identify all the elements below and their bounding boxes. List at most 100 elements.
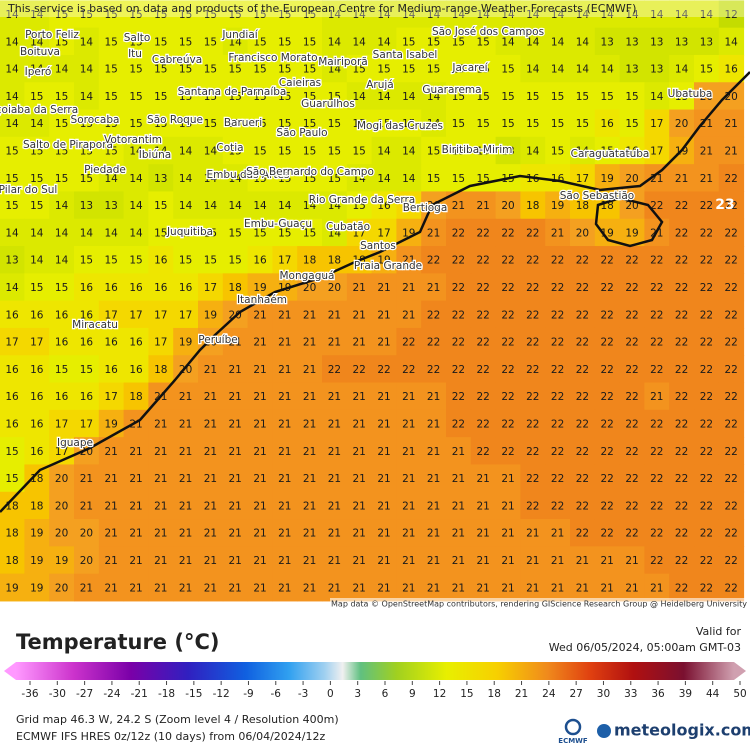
temperature-value: 14 xyxy=(80,227,94,239)
temperature-cell xyxy=(594,491,621,520)
temperature-value: 16 xyxy=(179,282,193,294)
temperature-value: 15 xyxy=(402,118,415,130)
temperature-cell xyxy=(346,109,373,138)
brand[interactable]: meteologix.com xyxy=(614,721,750,740)
temperature-value: 22 xyxy=(650,364,663,376)
temperature-cell xyxy=(24,109,50,138)
temperature-cell xyxy=(669,273,695,302)
temperature-cell xyxy=(98,546,125,575)
temperature-value: 21 xyxy=(179,528,192,540)
temperature-cell xyxy=(545,218,571,247)
temperature-value: 21 xyxy=(328,337,341,349)
temperature-cell xyxy=(222,218,249,247)
temperature-value: 21 xyxy=(576,582,589,594)
place-name: Ubatuba xyxy=(668,88,713,100)
temperature-cell xyxy=(272,0,298,29)
temperature-cell xyxy=(24,573,50,602)
temperature-value: 14 xyxy=(725,36,739,48)
temperature-cell xyxy=(98,464,125,493)
temperature-cell xyxy=(694,382,720,411)
temperature-cell xyxy=(545,300,571,329)
temperature-cell xyxy=(322,109,348,138)
temperature-value: 21 xyxy=(303,446,316,458)
temperature-value: 20 xyxy=(55,582,68,594)
temperature-value: 15 xyxy=(353,64,366,76)
temperature-cell xyxy=(718,273,745,302)
temperature-cell xyxy=(0,191,25,220)
temperature-value: 14 xyxy=(179,173,193,185)
temperature-value: 22 xyxy=(700,446,713,458)
temperature-cell xyxy=(49,546,75,575)
temperature-cell xyxy=(98,382,125,411)
colorbar-tick-label: 24 xyxy=(542,688,556,700)
place-name: Santos xyxy=(360,240,396,252)
colorbar-tick-label: 6 xyxy=(382,688,389,700)
temperature-value: 21 xyxy=(452,500,465,512)
temperature-value: 15 xyxy=(105,255,118,267)
temperature-cell xyxy=(198,355,224,384)
temperature-value: 17 xyxy=(154,309,167,321)
temperature-cell xyxy=(669,27,695,56)
temperature-value: 15 xyxy=(5,473,18,485)
temperature-value: 21 xyxy=(154,528,167,540)
temperature-cell xyxy=(98,27,125,56)
temperature-value: 21 xyxy=(253,500,266,512)
temperature-value: 15 xyxy=(253,173,266,185)
temperature-cell xyxy=(495,355,521,384)
temperature-value: 16 xyxy=(30,309,44,321)
ecmwf-logo: ECMWF xyxy=(558,737,588,745)
temperature-value: 22 xyxy=(452,391,465,403)
temperature-cell xyxy=(247,164,273,192)
temperature-value: 21 xyxy=(402,309,415,321)
temperature-value: 22 xyxy=(725,446,738,458)
temperature-value: 21 xyxy=(204,582,217,594)
temperature-cell xyxy=(74,109,100,138)
temperature-value: 14 xyxy=(601,64,615,76)
temperature-cell xyxy=(619,409,645,438)
temperature-cell xyxy=(272,382,298,411)
temperature-cell xyxy=(24,437,50,465)
temperature-cell xyxy=(495,491,521,520)
temperature-cell xyxy=(570,246,596,274)
temperature-cell xyxy=(718,300,745,329)
temperature-cell xyxy=(198,573,224,602)
temperature-value: 16 xyxy=(80,309,94,321)
temperature-value: 21 xyxy=(179,473,192,485)
temperature-value: 16 xyxy=(55,391,69,403)
temperature-cell xyxy=(470,491,497,520)
temperature-value: 15 xyxy=(129,36,142,48)
temperature-value: 22 xyxy=(700,309,713,321)
temperature-cell xyxy=(520,519,546,547)
temperature-cell xyxy=(470,136,497,165)
temperature-cell xyxy=(619,355,645,384)
temperature-cell xyxy=(123,327,149,356)
temperature-cell xyxy=(0,164,25,192)
temperature-value: 21 xyxy=(179,419,192,431)
temperature-cell xyxy=(470,382,497,411)
temperature-value: 22 xyxy=(650,337,663,349)
temperature-value: 17 xyxy=(650,118,663,130)
temperature-cell xyxy=(545,464,571,493)
temperature-value: 14 xyxy=(179,200,193,212)
temperature-value: 12 xyxy=(725,9,738,21)
temperature-value: 22 xyxy=(526,255,539,267)
temperature-cell xyxy=(470,546,497,575)
temperature-cell xyxy=(694,27,720,56)
temperature-value: 19 xyxy=(30,582,43,594)
temperature-cell xyxy=(669,218,695,247)
temperature-cell xyxy=(98,273,125,302)
temperature-cell xyxy=(545,27,571,56)
temperature-cell xyxy=(173,109,199,138)
temperature-cell xyxy=(421,0,447,29)
temperature-value: 15 xyxy=(501,118,514,130)
temperature-value: 21 xyxy=(402,282,415,294)
temperature-cell xyxy=(49,382,75,411)
temperature-value: 14 xyxy=(675,64,689,76)
temperature-cell xyxy=(98,573,125,602)
temperature-cell xyxy=(570,191,596,220)
temperature-cell xyxy=(694,464,720,493)
place-name: Mogi das Cruzes xyxy=(357,120,443,132)
temperature-cell xyxy=(346,191,373,220)
temperature-cell xyxy=(123,82,149,111)
temperature-value: 22 xyxy=(526,446,539,458)
